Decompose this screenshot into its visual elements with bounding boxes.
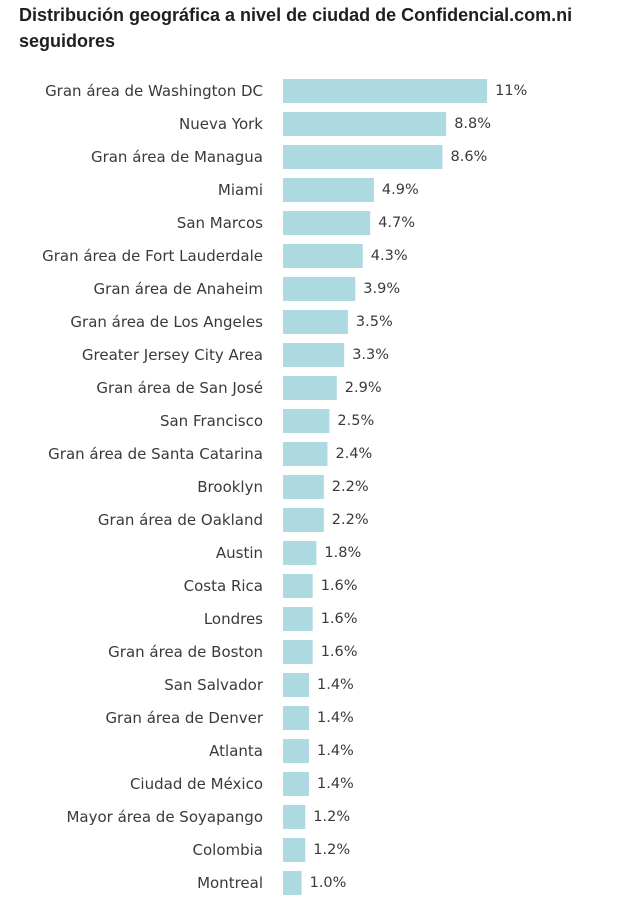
bar xyxy=(283,178,374,202)
value-label: 1.2% xyxy=(313,809,350,825)
category-label: Austin xyxy=(216,544,263,562)
value-label: 1.4% xyxy=(317,776,354,792)
bar xyxy=(283,739,309,763)
value-label: 4.9% xyxy=(382,182,419,198)
bar xyxy=(283,673,309,697)
value-label: 8.8% xyxy=(454,116,491,132)
category-label: Greater Jersey City Area xyxy=(82,346,263,364)
value-label: 3.5% xyxy=(356,314,393,330)
category-label: Gran área de Boston xyxy=(108,643,263,661)
bar xyxy=(283,475,324,499)
value-label: 3.9% xyxy=(363,281,400,297)
bar xyxy=(283,607,313,631)
value-label: 1.4% xyxy=(317,743,354,759)
bar xyxy=(283,772,309,796)
category-label: Ciudad de México xyxy=(130,775,263,793)
category-label: Gran área de Managua xyxy=(91,148,263,166)
category-label: Colombia xyxy=(193,841,264,859)
category-label: Gran área de Denver xyxy=(105,709,263,727)
category-label: Brooklyn xyxy=(197,478,263,496)
bar xyxy=(283,244,363,268)
value-label: 1.8% xyxy=(324,545,361,561)
category-label: Gran área de Santa Catarina xyxy=(48,445,263,463)
bar xyxy=(283,706,309,730)
bar xyxy=(283,310,348,334)
category-label: Gran área de Oakland xyxy=(98,511,263,529)
bar xyxy=(283,277,356,301)
bar xyxy=(283,871,302,895)
category-label: Gran área de Fort Lauderdale xyxy=(42,247,263,265)
value-label: 1.6% xyxy=(321,611,358,627)
category-label: Gran área de Anaheim xyxy=(94,280,263,298)
category-label: Mayor área de Soyapango xyxy=(66,808,263,826)
value-label: 2.2% xyxy=(332,479,369,495)
category-label: San Salvador xyxy=(164,676,264,694)
category-label: Miami xyxy=(218,181,263,199)
bar xyxy=(283,640,313,664)
value-label: 11% xyxy=(495,83,527,99)
bar xyxy=(283,145,443,169)
value-label: 2.4% xyxy=(336,446,373,462)
bar xyxy=(283,211,371,235)
value-label: 4.3% xyxy=(371,248,408,264)
value-label: 2.9% xyxy=(345,380,382,396)
bar xyxy=(283,838,306,862)
category-label: Nueva York xyxy=(179,115,263,133)
bar xyxy=(283,805,306,829)
category-label: Atlanta xyxy=(209,742,263,760)
bar xyxy=(283,442,328,466)
bar xyxy=(283,112,447,136)
category-label: San Francisco xyxy=(160,412,263,430)
bars-group xyxy=(283,79,488,895)
value-label: 1.2% xyxy=(313,842,350,858)
bar xyxy=(283,508,324,532)
value-label: 1.4% xyxy=(317,677,354,693)
bar xyxy=(283,376,337,400)
category-label: Londres xyxy=(204,610,263,628)
value-label: 1.0% xyxy=(310,875,347,891)
value-label: 1.4% xyxy=(317,710,354,726)
bar xyxy=(283,79,488,103)
value-label: 2.2% xyxy=(332,512,369,528)
bar xyxy=(283,541,317,565)
category-labels-group: Gran área de Washington DC Nueva York Gran… xyxy=(42,82,264,892)
value-label: 3.3% xyxy=(352,347,389,363)
category-label: San Marcos xyxy=(177,214,263,232)
category-label: Gran área de San José xyxy=(96,379,263,397)
value-label: 1.6% xyxy=(321,578,358,594)
value-labels-group: 11% 8.8% 8.6% 4.9% 4.7% 4.3% 3.9% 3.5% 3.3% 2.9% 2… xyxy=(310,83,528,891)
bar xyxy=(283,409,330,433)
value-label: 8.6% xyxy=(451,149,488,165)
value-label: 1.6% xyxy=(321,644,358,660)
value-label: 2.5% xyxy=(337,413,374,429)
chart-title: Distribución geográfica a nivel de ciuda… xyxy=(19,5,573,51)
category-label: Costa Rica xyxy=(184,577,263,595)
bar xyxy=(283,343,345,367)
category-label: Montreal xyxy=(197,874,263,892)
bar xyxy=(283,574,313,598)
category-label: Gran área de Washington DC xyxy=(45,82,263,100)
category-label: Gran área de Los Angeles xyxy=(70,313,263,331)
value-label: 4.7% xyxy=(378,215,415,231)
